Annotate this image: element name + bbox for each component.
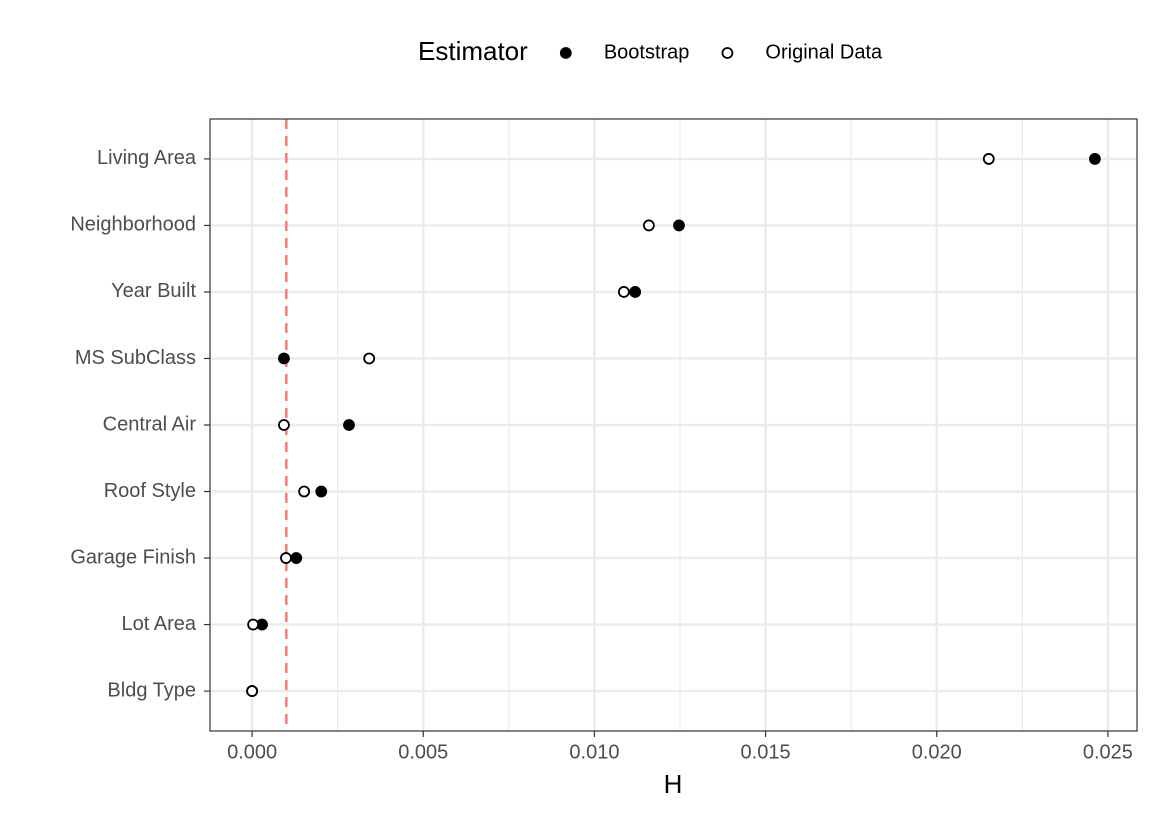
y-tick-label: Garage Finish xyxy=(70,546,196,568)
y-tick-label: Living Area xyxy=(97,147,197,169)
dot xyxy=(1088,153,1101,165)
x-axis-title: H xyxy=(664,769,683,799)
legend-label: Original Data xyxy=(765,41,883,63)
x-tick-label: 0.000 xyxy=(227,741,277,763)
y-tick-label: Central Air xyxy=(103,413,197,435)
x-tick-label: 0.020 xyxy=(912,741,962,763)
dot xyxy=(982,153,995,165)
dot xyxy=(280,552,292,564)
dot xyxy=(315,485,328,498)
dot xyxy=(343,419,355,431)
x-tick-label: 0.005 xyxy=(398,741,448,763)
dot xyxy=(246,685,259,697)
y-tick-label: Lot Area xyxy=(121,613,196,635)
dot xyxy=(642,219,655,232)
x-tick-label: 0.025 xyxy=(1083,741,1133,763)
y-tick-label: Year Built xyxy=(111,280,196,302)
dot xyxy=(363,352,376,365)
dot xyxy=(290,552,303,564)
legend-label: Bootstrap xyxy=(604,41,690,63)
y-tick-label: Bldg Type xyxy=(107,679,196,701)
x-tick-label: 0.015 xyxy=(741,741,791,763)
y-tick-label: Neighborhood xyxy=(70,214,196,236)
dot xyxy=(298,485,311,498)
dot xyxy=(629,286,642,298)
dot xyxy=(278,419,290,431)
x-tick-label: 0.010 xyxy=(569,741,619,763)
dot xyxy=(247,618,260,631)
legend-key xyxy=(559,47,572,59)
dot xyxy=(617,286,630,298)
y-tick-label: MS SubClass xyxy=(75,347,196,369)
dot xyxy=(278,352,290,365)
dot xyxy=(673,219,685,232)
y-tick-label: Roof Style xyxy=(104,480,196,502)
legend-key xyxy=(721,47,734,59)
panel-border xyxy=(209,118,1138,732)
legend-title: Estimator xyxy=(418,36,528,66)
